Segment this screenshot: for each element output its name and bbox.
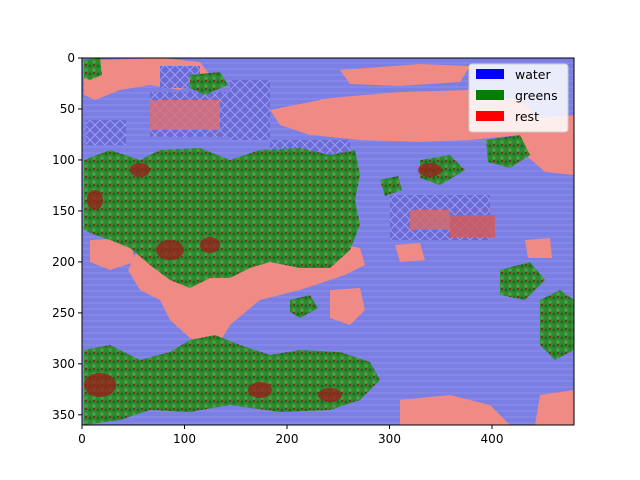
greens-regions (84, 58, 574, 425)
y-tick-label: 150 (52, 204, 75, 218)
axes-frame (81, 57, 575, 426)
y-tick-label: 0 (67, 51, 75, 65)
x-tick-label: 0 (78, 432, 86, 446)
y-tick-label: 250 (52, 306, 75, 320)
x-tick-label: 100 (173, 432, 196, 446)
y-tick-label: 200 (52, 255, 75, 269)
y-tick-label: 100 (52, 153, 75, 167)
legend-label-water: water (515, 67, 551, 82)
x-axis-ticks: 0 100 200 300 400 (78, 425, 503, 446)
rest-spots (84, 163, 442, 402)
x-tick-label: 400 (481, 432, 504, 446)
legend-swatch-greens (476, 90, 504, 100)
y-tick-label: 300 (52, 357, 75, 371)
x-tick-label: 300 (378, 432, 401, 446)
legend-label-greens: greens (515, 88, 558, 103)
legend-label-rest: rest (515, 109, 539, 124)
y-tick-label: 50 (60, 102, 75, 116)
legend-swatch-rest (476, 111, 504, 121)
legend: water greens rest (468, 63, 569, 133)
y-tick-label: 350 (52, 408, 75, 422)
y-axis-ticks: 0 50 100 150 200 250 300 350 (52, 51, 82, 422)
legend-swatch-water (476, 69, 504, 79)
x-tick-label: 200 (276, 432, 299, 446)
